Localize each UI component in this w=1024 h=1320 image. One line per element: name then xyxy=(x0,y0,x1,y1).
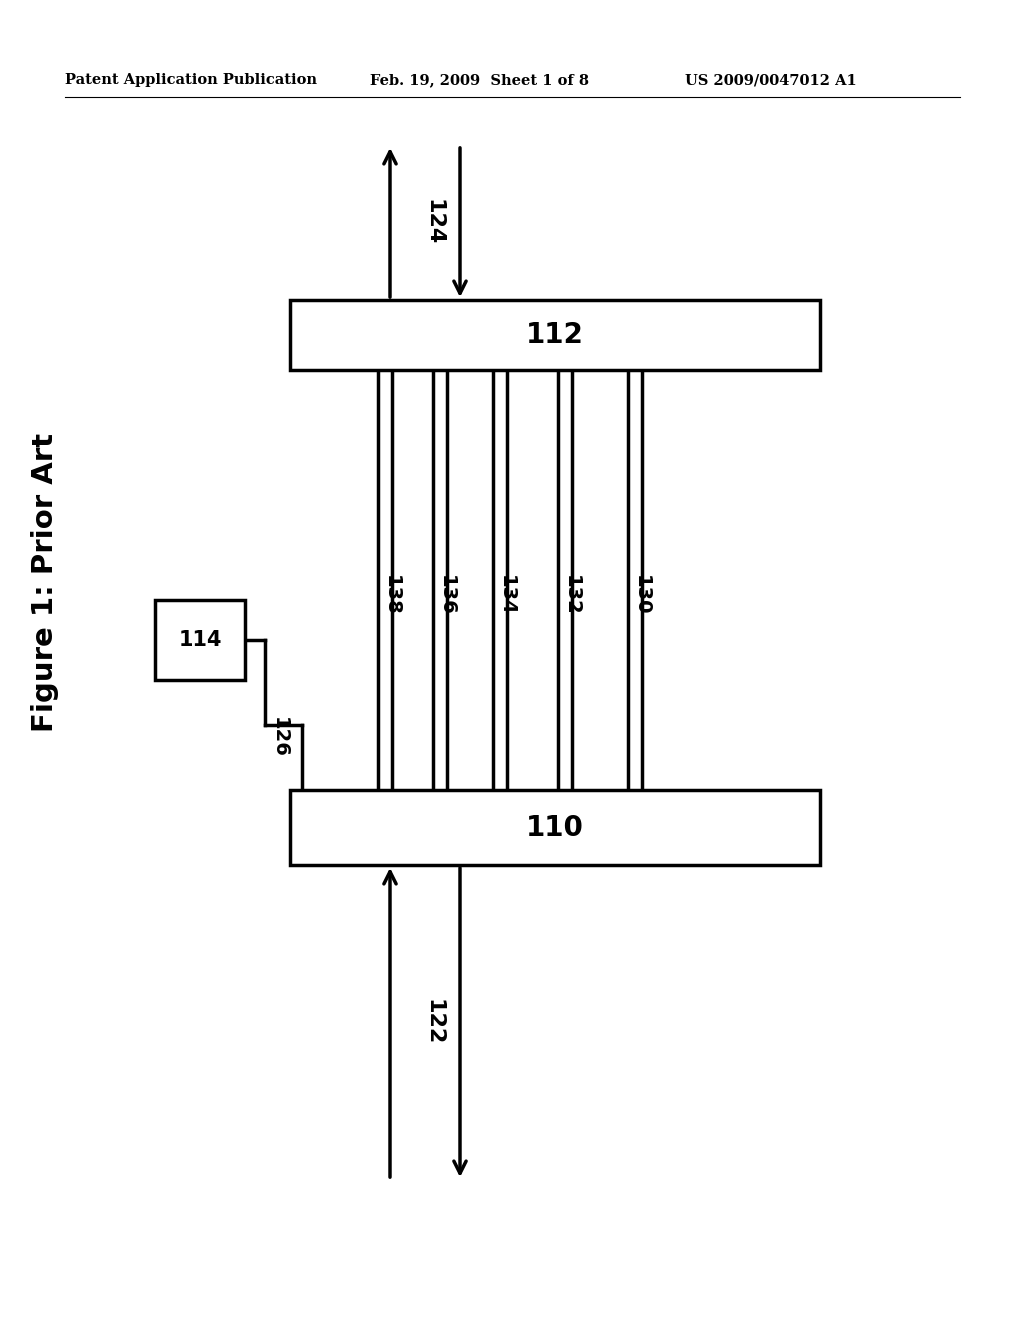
Text: Figure 1: Prior Art: Figure 1: Prior Art xyxy=(31,433,59,733)
Text: 136: 136 xyxy=(436,574,456,615)
Text: 110: 110 xyxy=(526,813,584,842)
Text: 122: 122 xyxy=(423,999,443,1045)
Text: 124: 124 xyxy=(423,199,443,246)
Bar xyxy=(290,789,820,865)
Text: 114: 114 xyxy=(178,630,222,649)
Bar xyxy=(290,300,820,370)
Text: 130: 130 xyxy=(632,574,650,615)
Text: 134: 134 xyxy=(497,574,515,615)
Bar xyxy=(155,601,245,680)
Text: Patent Application Publication: Patent Application Publication xyxy=(65,73,317,87)
Text: 112: 112 xyxy=(526,321,584,348)
Text: 138: 138 xyxy=(382,574,400,615)
Text: Feb. 19, 2009  Sheet 1 of 8: Feb. 19, 2009 Sheet 1 of 8 xyxy=(370,73,589,87)
Text: 126: 126 xyxy=(269,717,289,758)
Text: 132: 132 xyxy=(561,574,581,615)
Text: US 2009/0047012 A1: US 2009/0047012 A1 xyxy=(685,73,857,87)
